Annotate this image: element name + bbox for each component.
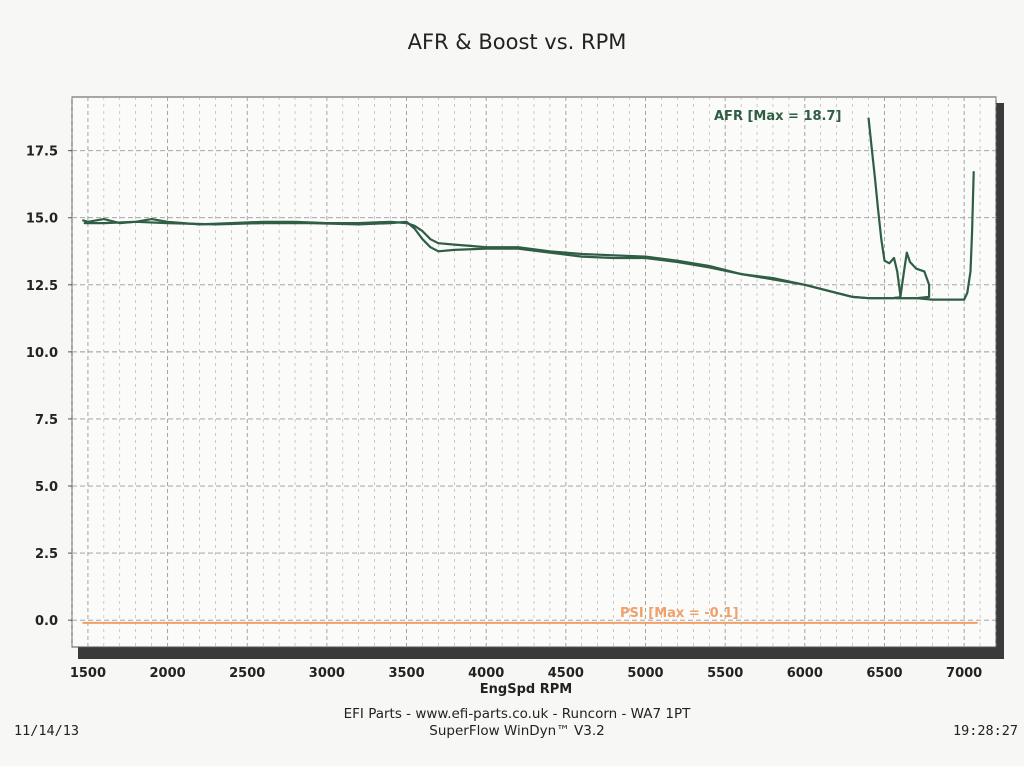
x-tick-label: 1500 [70, 666, 106, 681]
axis-layer: 0.0 2.5 5.0 7.5 10.0 12.5 15.0 17.5 1500 2000 2500… [26, 145, 982, 681]
series-layer [82, 117, 978, 624]
x-tick-label: 5500 [707, 666, 743, 681]
psi-max-label: PSI [Max = -0.1] [620, 606, 739, 621]
grid-layer [71, 97, 997, 647]
y-tick-label: 5.0 [35, 480, 58, 495]
x-tick-label: 7000 [946, 666, 982, 681]
y-tick-label: 7.5 [35, 413, 58, 428]
x-tick-label: 5000 [627, 666, 663, 681]
y-tick-label: 10.0 [26, 346, 58, 361]
x-tick-label: 2000 [149, 666, 185, 681]
y-tick-label: 12.5 [26, 279, 58, 294]
footer-software-line: SuperFlow WinDyn™ V3.2 [429, 723, 605, 739]
x-tick-label: 6000 [787, 666, 823, 681]
y-tick-label: 2.5 [35, 547, 58, 562]
print-date: 11/14/13 [14, 723, 80, 739]
x-tick-label: 3500 [388, 666, 424, 681]
x-tick-label: 6500 [866, 666, 902, 681]
chart-title: AFR & Boost vs. RPM [407, 30, 627, 54]
print-time: 19:28:27 [952, 723, 1018, 739]
x-tick-label: 4500 [548, 666, 584, 681]
y-tick-label: 15.0 [26, 212, 58, 227]
y-tick-label: 0.0 [35, 614, 58, 629]
afr-series-line-1 [83, 220, 931, 300]
footer-company-line: EFI Parts - www.efi-parts.co.uk - Runcor… [343, 706, 691, 722]
y-tick-label: 17.5 [26, 145, 58, 160]
x-tick-label: 4000 [468, 666, 504, 681]
x-axis-label: EngSpd RPM [479, 682, 573, 697]
series-label-layer: AFR [Max = 18.7] PSI [Max = -0.1] [620, 109, 841, 621]
afr-series-line-2 [867, 117, 902, 300]
afr-max-label: AFR [Max = 18.7] [714, 109, 841, 124]
x-tick-label: 2500 [229, 666, 265, 681]
x-tick-label: 3000 [309, 666, 345, 681]
